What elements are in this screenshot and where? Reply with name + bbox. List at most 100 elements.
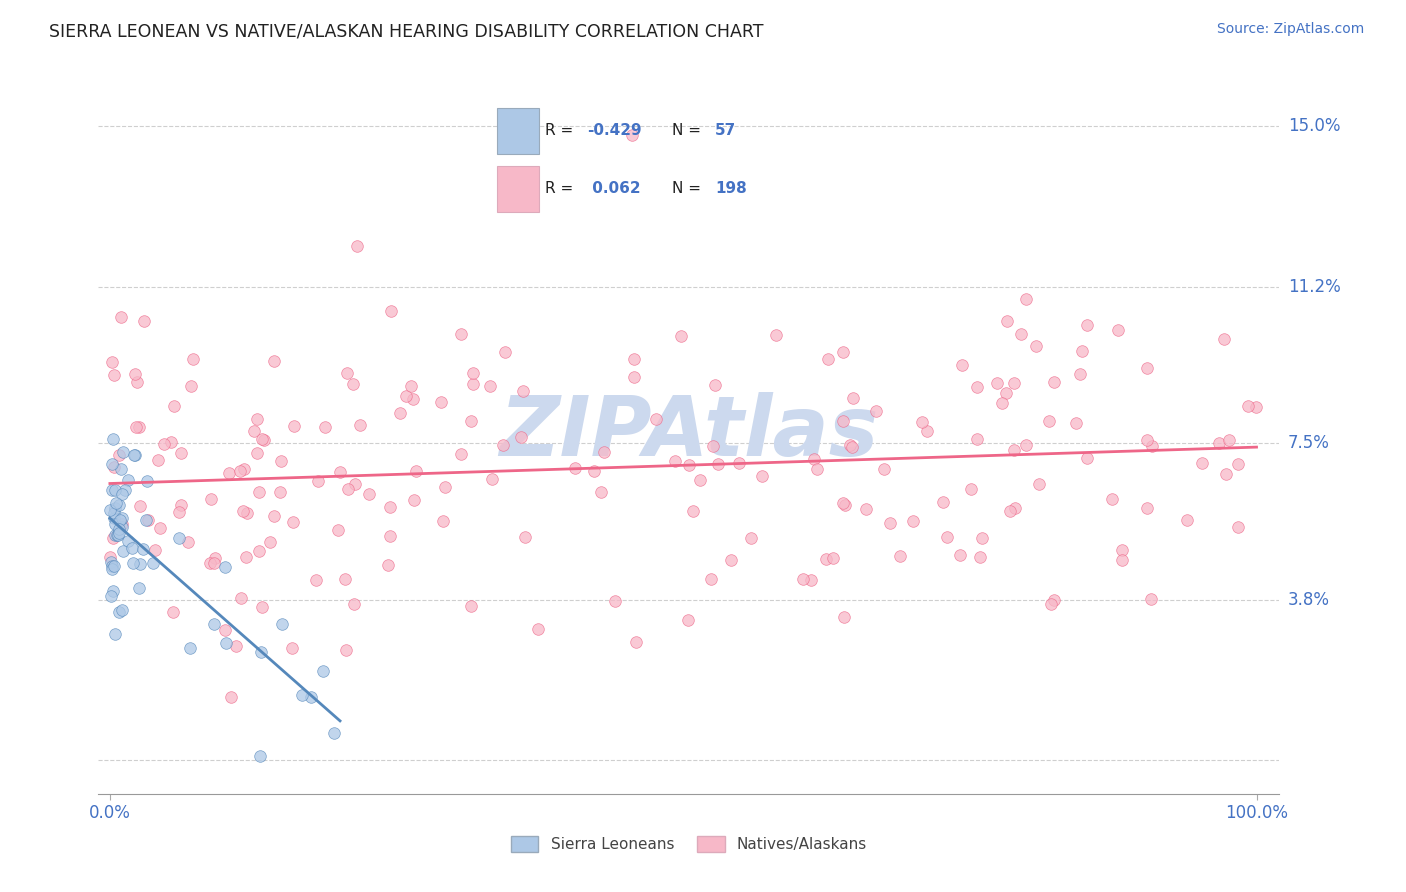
Point <box>873 462 896 476</box>
Point <box>1028 477 1050 491</box>
Point <box>1246 400 1268 414</box>
Point <box>346 239 368 253</box>
Point <box>380 500 402 514</box>
Point <box>200 492 222 507</box>
Point <box>129 499 152 513</box>
Point <box>104 516 127 531</box>
Point <box>162 605 184 619</box>
Point <box>214 623 236 637</box>
Point <box>117 474 139 488</box>
Point <box>832 496 855 510</box>
Point <box>112 543 135 558</box>
Point <box>305 573 328 587</box>
Point <box>879 516 901 531</box>
Text: ZIPAtlas: ZIPAtlas <box>499 392 879 473</box>
Point <box>146 452 169 467</box>
Point <box>1002 376 1025 391</box>
Point <box>336 366 359 380</box>
Point <box>225 639 247 653</box>
Point <box>202 556 225 570</box>
Point <box>125 376 148 390</box>
Point <box>307 475 329 489</box>
Point <box>620 128 643 142</box>
Text: SIERRA LEONEAN VS NATIVE/ALASKAN HEARING DISABILITY CORRELATION CHART: SIERRA LEONEAN VS NATIVE/ALASKAN HEARING… <box>49 22 763 40</box>
Point <box>1071 344 1094 359</box>
Point <box>250 645 273 659</box>
Point <box>135 513 157 527</box>
Point <box>1038 414 1060 428</box>
Point <box>143 542 166 557</box>
Point <box>214 560 236 574</box>
Point <box>1191 456 1213 470</box>
Point <box>1076 451 1098 466</box>
Point <box>163 399 186 413</box>
Point <box>1213 332 1236 346</box>
Point <box>233 462 256 476</box>
Point <box>450 327 472 342</box>
Point <box>832 414 855 428</box>
Point <box>101 432 124 446</box>
Point <box>404 492 426 507</box>
Point <box>104 627 127 641</box>
Point <box>250 432 273 446</box>
Point <box>1004 501 1026 516</box>
Point <box>997 314 1019 328</box>
Point <box>177 535 200 549</box>
Point <box>114 483 136 498</box>
Point <box>1069 367 1091 381</box>
Point <box>243 424 266 438</box>
Point <box>111 520 134 534</box>
Point <box>682 504 704 518</box>
Point <box>204 551 226 566</box>
Point <box>399 379 422 393</box>
Point <box>430 395 453 409</box>
Point <box>700 572 723 586</box>
Point <box>301 690 323 704</box>
Point <box>138 513 160 527</box>
Point <box>526 623 548 637</box>
Point <box>108 449 131 463</box>
Point <box>821 551 844 566</box>
Point <box>235 506 257 520</box>
Point <box>669 329 692 343</box>
Point <box>142 556 165 570</box>
Point <box>1237 399 1260 413</box>
Point <box>949 549 972 563</box>
Point <box>101 559 124 574</box>
Point <box>803 451 825 466</box>
Point <box>167 531 190 545</box>
Point <box>281 515 304 529</box>
Point <box>889 549 911 564</box>
Point <box>121 541 143 555</box>
Point <box>806 462 828 476</box>
Point <box>1136 361 1159 376</box>
Point <box>433 480 456 494</box>
Point <box>270 616 292 631</box>
Point <box>291 688 314 702</box>
Point <box>270 454 292 468</box>
Point <box>969 549 991 564</box>
Point <box>513 530 536 544</box>
Point <box>342 376 364 391</box>
Point <box>153 437 176 451</box>
Point <box>492 438 515 452</box>
Point <box>689 474 711 488</box>
Point <box>219 690 242 704</box>
Point <box>1107 323 1129 337</box>
Point <box>1215 467 1237 481</box>
Point <box>283 418 305 433</box>
Point <box>865 404 887 418</box>
Point <box>1111 552 1133 566</box>
Point <box>950 358 973 372</box>
Text: 15.0%: 15.0% <box>1288 117 1340 136</box>
Point <box>108 522 131 536</box>
Point <box>121 556 143 570</box>
Point <box>911 415 934 429</box>
Point <box>128 557 150 571</box>
Point <box>841 440 863 454</box>
Point <box>107 526 129 541</box>
Point <box>128 420 150 434</box>
Point <box>269 484 291 499</box>
Point <box>263 353 285 368</box>
Point <box>247 544 270 558</box>
